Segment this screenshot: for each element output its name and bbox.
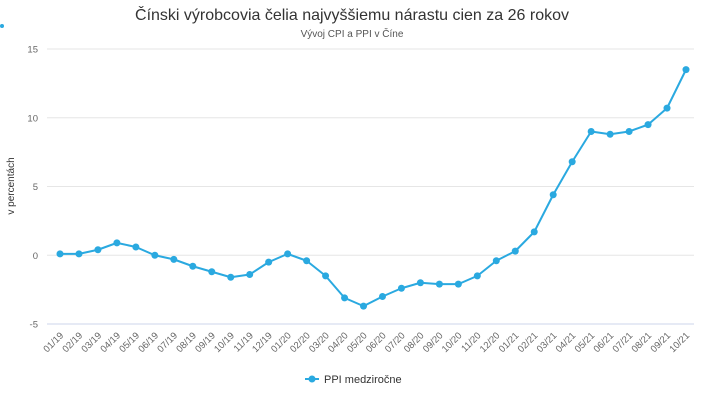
x-tick-label: 10/20 xyxy=(440,330,465,355)
grid-lines xyxy=(47,48,694,256)
series-line xyxy=(59,68,687,308)
y-tick-labels: -5 0 5 10 15 xyxy=(27,45,38,331)
y-tick-label: 0 xyxy=(33,251,38,262)
data-point xyxy=(454,280,462,288)
x-tick-label: 12/20 xyxy=(478,330,503,355)
x-tick-label: 04/19 xyxy=(98,330,123,355)
data-point xyxy=(473,272,481,280)
x-tick-label: 02/21 xyxy=(516,330,541,355)
data-point xyxy=(75,250,83,258)
data-point xyxy=(416,279,424,287)
x-tick-label: 02/20 xyxy=(288,330,313,355)
data-point xyxy=(644,121,652,129)
x-tick-label: 06/21 xyxy=(592,330,617,355)
legend-label: PPI medziročne xyxy=(324,374,402,386)
data-point xyxy=(189,262,197,270)
x-tick-label: 08/19 xyxy=(174,330,199,355)
chart-title: Čínski výrobcovia čelia najvyššiemu nára… xyxy=(135,5,569,24)
x-tick-label: 03/20 xyxy=(307,330,332,355)
x-tick-label: 10/19 xyxy=(212,330,237,355)
data-point xyxy=(625,128,633,135)
data-point xyxy=(397,284,405,292)
x-tick-label: 05/21 xyxy=(573,330,598,355)
x-tick-label: 02/19 xyxy=(60,330,85,355)
data-point xyxy=(94,246,102,254)
legend[interactable]: PPI medziročne xyxy=(305,374,402,386)
x-tick-label: 12/19 xyxy=(250,330,275,355)
data-point xyxy=(682,66,690,74)
x-tick-label: 01/20 xyxy=(269,330,294,355)
data-point xyxy=(113,239,121,247)
data-point xyxy=(246,271,254,278)
x-tick-label: 10/21 xyxy=(668,330,693,355)
y-tick-label: -5 xyxy=(30,320,38,331)
corner-marker xyxy=(0,24,4,28)
x-tick-label: 11/20 xyxy=(459,330,483,354)
data-point xyxy=(303,257,311,265)
y-tick-label: 10 xyxy=(27,113,38,124)
x-tick-label: 06/19 xyxy=(136,330,161,355)
data-point xyxy=(587,128,595,135)
data-point xyxy=(170,255,178,263)
data-point xyxy=(606,130,614,138)
data-point xyxy=(568,158,576,166)
data-point xyxy=(132,243,140,251)
data-point xyxy=(56,250,64,258)
x-tick-label: 03/19 xyxy=(79,330,104,355)
x-tick-label: 01/21 xyxy=(497,330,522,355)
x-tick-label: 03/21 xyxy=(535,330,560,355)
x-tick-label: 09/21 xyxy=(649,330,674,355)
x-tick-labels: 01/1902/1903/1904/1905/1906/1907/1908/19… xyxy=(42,330,693,355)
data-point xyxy=(360,302,368,310)
data-point xyxy=(492,257,500,265)
x-tick-label: 08/21 xyxy=(630,330,655,355)
chart-subtitle: Vývoj CPI a PPI v Číne xyxy=(301,27,404,40)
x-tick-label: 05/20 xyxy=(345,330,370,355)
x-tick-label: 06/20 xyxy=(364,330,389,355)
x-tick-label: 04/20 xyxy=(326,330,351,355)
data-point xyxy=(227,273,235,281)
x-tick-label: 07/21 xyxy=(611,330,636,355)
data-point xyxy=(378,293,386,300)
x-tick-label: 08/20 xyxy=(402,330,427,355)
data-point xyxy=(530,228,538,236)
x-tick-label: 09/20 xyxy=(421,330,446,355)
x-tick-label: 11/19 xyxy=(232,330,256,354)
x-tick-label: 07/19 xyxy=(155,330,180,355)
data-point xyxy=(341,294,349,302)
y-tick-label: 5 xyxy=(33,182,38,193)
x-tick-label: 07/20 xyxy=(383,330,408,355)
data-point xyxy=(322,272,330,280)
data-point xyxy=(435,280,443,288)
data-point xyxy=(284,250,292,258)
series-group xyxy=(56,66,690,310)
legend-marker xyxy=(308,375,316,383)
data-point xyxy=(663,104,671,112)
data-point xyxy=(265,258,273,266)
data-point xyxy=(549,191,557,199)
x-tick-label: 09/19 xyxy=(193,330,218,355)
data-point xyxy=(511,247,519,255)
data-point xyxy=(151,251,159,259)
x-tick-label: 05/19 xyxy=(117,330,142,355)
y-tick-label: 15 xyxy=(27,45,38,56)
x-tick-label: 04/21 xyxy=(554,330,579,355)
x-tick-label: 01/19 xyxy=(42,330,67,355)
data-point xyxy=(208,268,216,276)
y-axis-label: v percentách xyxy=(6,157,17,214)
